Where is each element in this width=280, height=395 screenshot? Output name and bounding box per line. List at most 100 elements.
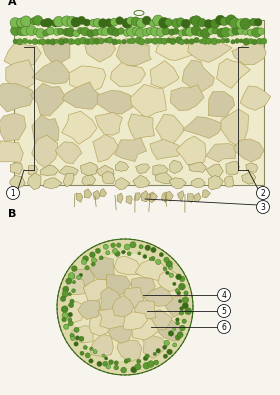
Circle shape bbox=[164, 340, 169, 346]
Circle shape bbox=[70, 299, 74, 303]
Circle shape bbox=[122, 250, 125, 254]
Circle shape bbox=[101, 28, 109, 36]
Circle shape bbox=[143, 28, 150, 36]
Circle shape bbox=[179, 283, 185, 290]
Polygon shape bbox=[80, 162, 98, 176]
Circle shape bbox=[239, 39, 243, 43]
Polygon shape bbox=[84, 189, 92, 198]
Circle shape bbox=[43, 30, 49, 36]
Circle shape bbox=[254, 19, 262, 26]
Polygon shape bbox=[208, 92, 235, 117]
Circle shape bbox=[176, 18, 185, 26]
Circle shape bbox=[58, 38, 65, 45]
Circle shape bbox=[168, 265, 172, 269]
Circle shape bbox=[92, 29, 99, 36]
Circle shape bbox=[150, 20, 157, 27]
Polygon shape bbox=[10, 175, 25, 189]
Polygon shape bbox=[234, 139, 264, 162]
Circle shape bbox=[208, 27, 215, 34]
Circle shape bbox=[113, 248, 118, 254]
Circle shape bbox=[235, 38, 240, 43]
Polygon shape bbox=[246, 163, 258, 172]
Polygon shape bbox=[69, 66, 106, 91]
Polygon shape bbox=[0, 83, 34, 112]
Circle shape bbox=[181, 19, 190, 28]
Circle shape bbox=[148, 361, 154, 367]
Circle shape bbox=[68, 321, 73, 326]
Circle shape bbox=[85, 39, 90, 45]
Circle shape bbox=[173, 28, 179, 34]
Polygon shape bbox=[67, 278, 85, 295]
Polygon shape bbox=[178, 191, 184, 201]
Circle shape bbox=[22, 38, 28, 44]
Circle shape bbox=[92, 262, 95, 266]
Circle shape bbox=[11, 26, 20, 36]
Circle shape bbox=[157, 38, 163, 44]
Circle shape bbox=[167, 349, 172, 355]
Circle shape bbox=[144, 38, 150, 44]
Circle shape bbox=[66, 28, 75, 37]
Circle shape bbox=[57, 239, 193, 375]
Circle shape bbox=[102, 354, 105, 357]
Circle shape bbox=[103, 244, 108, 249]
Polygon shape bbox=[121, 312, 147, 330]
Polygon shape bbox=[55, 142, 82, 164]
Polygon shape bbox=[131, 84, 166, 118]
Polygon shape bbox=[40, 165, 59, 175]
Text: B: B bbox=[8, 209, 16, 219]
Polygon shape bbox=[209, 175, 223, 190]
Circle shape bbox=[75, 336, 80, 340]
Polygon shape bbox=[98, 308, 125, 329]
Polygon shape bbox=[32, 115, 59, 145]
Polygon shape bbox=[115, 161, 129, 171]
Text: 3: 3 bbox=[261, 203, 265, 211]
Circle shape bbox=[138, 252, 141, 255]
Circle shape bbox=[228, 28, 236, 36]
Circle shape bbox=[127, 358, 130, 362]
Polygon shape bbox=[93, 134, 119, 162]
Circle shape bbox=[122, 39, 126, 44]
Circle shape bbox=[177, 332, 183, 338]
Circle shape bbox=[191, 26, 201, 36]
Polygon shape bbox=[115, 178, 130, 190]
Circle shape bbox=[60, 296, 66, 301]
Circle shape bbox=[81, 259, 87, 265]
Circle shape bbox=[77, 28, 83, 34]
Circle shape bbox=[26, 26, 36, 36]
Circle shape bbox=[182, 297, 189, 303]
Polygon shape bbox=[90, 334, 113, 356]
Polygon shape bbox=[10, 162, 22, 175]
Polygon shape bbox=[183, 117, 224, 138]
Circle shape bbox=[83, 19, 90, 26]
Circle shape bbox=[236, 19, 246, 29]
Circle shape bbox=[243, 38, 250, 45]
Circle shape bbox=[83, 256, 88, 261]
Circle shape bbox=[179, 310, 184, 315]
Polygon shape bbox=[95, 113, 122, 135]
Circle shape bbox=[122, 18, 132, 28]
Circle shape bbox=[231, 40, 235, 44]
Circle shape bbox=[127, 39, 132, 43]
Polygon shape bbox=[82, 175, 96, 185]
Circle shape bbox=[71, 336, 75, 340]
Polygon shape bbox=[84, 37, 116, 62]
Text: 6: 6 bbox=[221, 322, 227, 331]
Polygon shape bbox=[32, 135, 58, 169]
Circle shape bbox=[131, 17, 140, 26]
Circle shape bbox=[169, 29, 175, 36]
Polygon shape bbox=[0, 141, 23, 162]
Circle shape bbox=[70, 333, 74, 338]
Circle shape bbox=[66, 278, 72, 284]
Circle shape bbox=[124, 359, 128, 363]
Text: 1: 1 bbox=[11, 188, 15, 198]
Circle shape bbox=[83, 346, 87, 350]
Circle shape bbox=[221, 38, 226, 43]
Circle shape bbox=[256, 38, 262, 44]
Text: 4: 4 bbox=[221, 290, 227, 299]
Polygon shape bbox=[28, 166, 38, 175]
Circle shape bbox=[138, 38, 145, 45]
Polygon shape bbox=[242, 173, 256, 184]
Circle shape bbox=[69, 303, 74, 308]
Polygon shape bbox=[150, 139, 183, 160]
Text: 2: 2 bbox=[261, 188, 265, 198]
